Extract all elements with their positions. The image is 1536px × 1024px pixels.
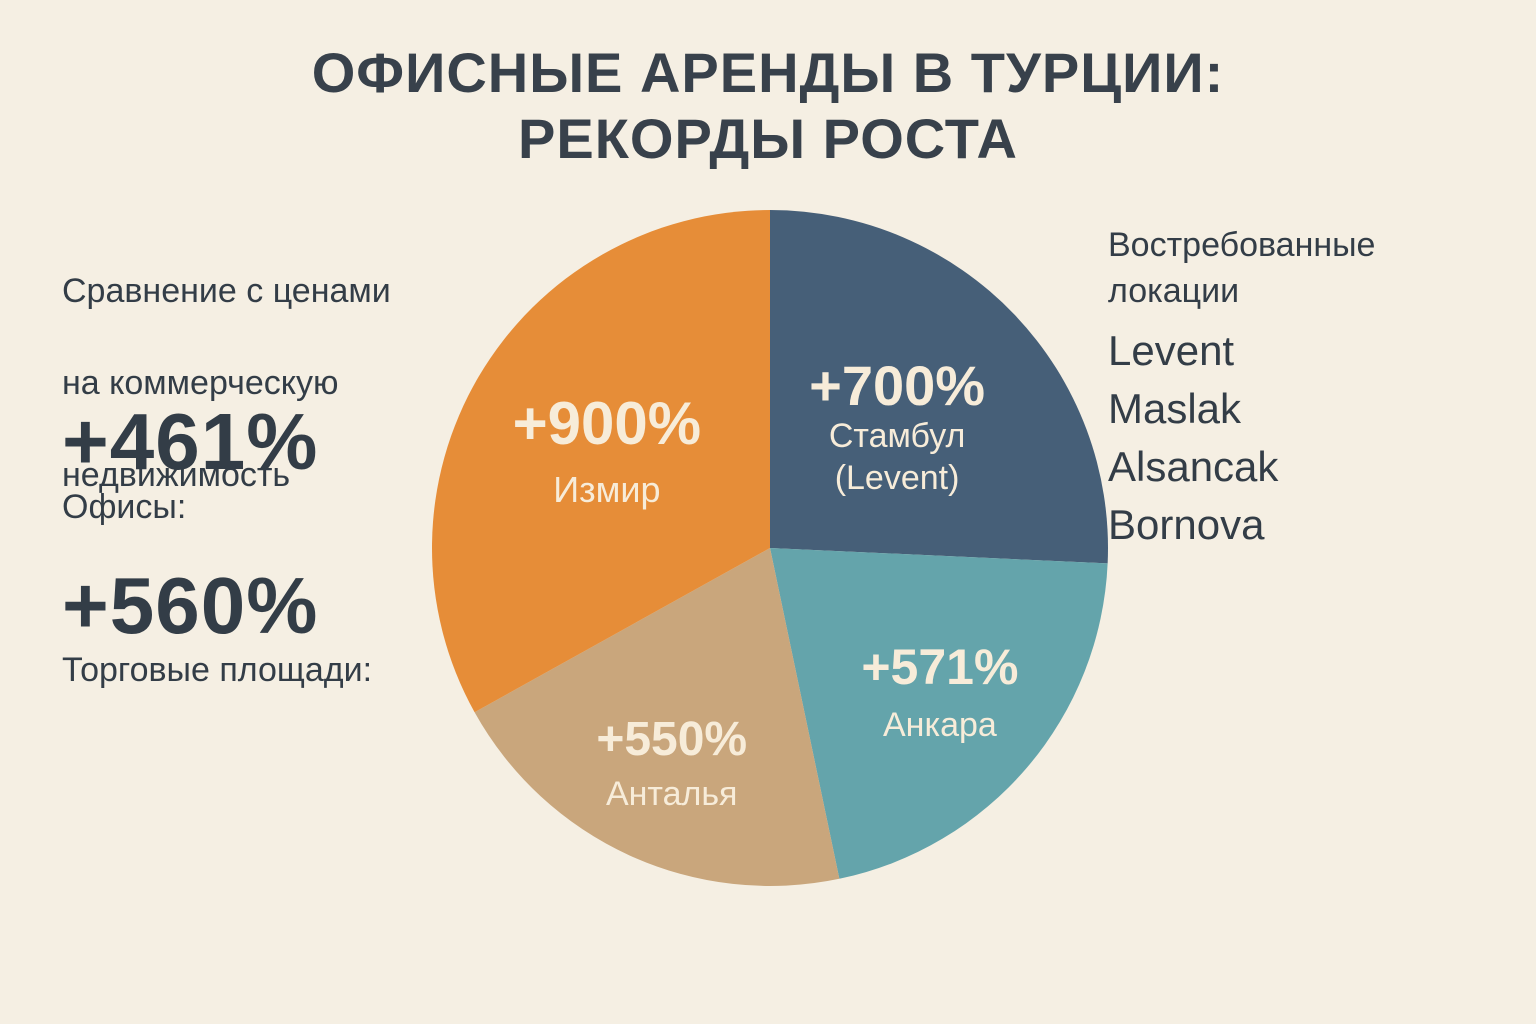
location-item: Alsancak <box>1108 443 1279 490</box>
locations-list: Levent Maslak Alsancak Bornova <box>1108 322 1518 554</box>
pie-slices <box>432 210 1108 886</box>
title-line-1: ОФИСНЫЕ АРЕНДЫ В ТУРЦИИ: <box>311 41 1225 104</box>
slice-category-label: Измир <box>553 469 660 510</box>
comparison-subtitle-line: на коммерческую <box>62 364 339 402</box>
pie-slice <box>770 210 1108 564</box>
chart-title: ОФИСНЫЕ АРЕНДЫ В ТУРЦИИ: РЕКОРДЫ РОСТА <box>0 40 1536 172</box>
pie-slice <box>474 548 840 886</box>
comparison-subtitle-line: Сравнение с ценами <box>62 272 391 310</box>
slice-category-label: Анталья <box>606 775 738 813</box>
offices-growth-label: Офисы: <box>62 488 187 526</box>
slice-category-label: Стамбул <box>829 417 965 455</box>
locations-title: Востребованные локации <box>1108 222 1518 314</box>
locations-title-line: Востребованные <box>1108 226 1376 264</box>
locations-panel: Востребованные локации Levent Maslak Als… <box>1108 222 1518 554</box>
comparison-subtitle-line: недвижимость <box>62 456 291 494</box>
slice-category-label: (Levent) <box>835 459 960 497</box>
comparison-subtitle: Сравнение с ценами на коммерческую недви… <box>62 222 462 544</box>
title-line-2: РЕКОРДЫ РОСТА <box>518 107 1018 170</box>
slice-value-label: +700% <box>809 354 985 417</box>
retail-growth-value: +560% <box>62 561 319 650</box>
pie-slice <box>770 548 1108 879</box>
location-item: Levent <box>1108 327 1235 374</box>
locations-title-line: локации <box>1108 272 1240 310</box>
offices-growth-value: +461% <box>62 397 319 486</box>
location-item: Maslak <box>1108 385 1242 432</box>
slice-value-label: +571% <box>861 639 1018 695</box>
slice-category-label: Анкара <box>883 706 997 744</box>
comparison-panel: Сравнение с ценами на коммерческую недви… <box>62 222 462 689</box>
slice-value-label: +550% <box>596 713 747 766</box>
retail-growth-label: Торговые площади: <box>62 651 373 689</box>
pie-labels: +700%Стамбул (Levent) +571% Анкара +550% Анта… <box>513 354 1019 813</box>
pie-slice <box>432 210 770 713</box>
slice-value-label: +900% <box>513 390 702 457</box>
location-item: Bornova <box>1108 501 1265 548</box>
